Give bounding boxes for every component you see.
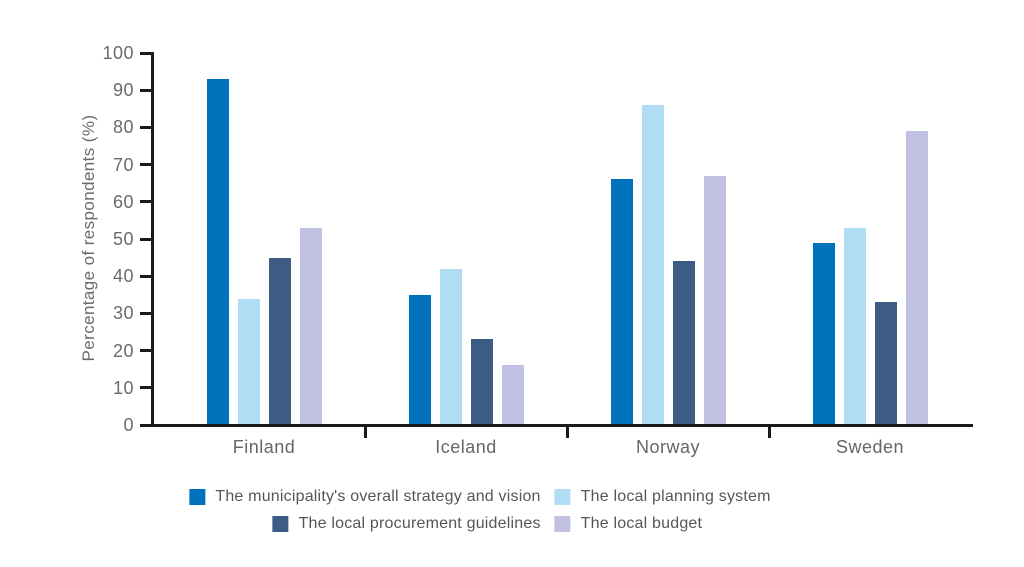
y-tick-mark — [140, 200, 152, 204]
bar — [237, 298, 260, 425]
y-tick-mark — [140, 125, 152, 129]
y-tick-label: 10 — [112, 377, 134, 398]
y-tick-mark — [140, 163, 152, 167]
legend-item: The local planning system — [554, 488, 771, 506]
y-tick-label: 40 — [112, 266, 134, 287]
y-tick-mark — [140, 386, 152, 390]
bar-group — [610, 53, 726, 425]
bar — [610, 179, 633, 425]
bar — [470, 339, 493, 425]
bar-group — [408, 53, 524, 425]
y-tick-label: 50 — [112, 229, 134, 249]
legend-swatch — [272, 516, 289, 532]
bar — [672, 261, 695, 425]
y-tick-label: 70 — [112, 154, 134, 175]
x-separator-tick — [565, 425, 569, 438]
category-label: Iceland — [435, 437, 497, 457]
y-tick-label: 100 — [102, 43, 134, 63]
x-axis-line — [150, 423, 973, 427]
x-axis-category-labels: Finland Iceland Norway Sweden — [152, 437, 972, 461]
bar — [703, 175, 726, 425]
bar — [812, 242, 835, 425]
y-tick-mark — [140, 274, 152, 278]
bar-group — [812, 53, 928, 425]
legend-swatch — [189, 489, 206, 505]
y-tick-label: 20 — [112, 340, 134, 361]
legend-label: The local budget — [580, 515, 703, 532]
bar — [299, 227, 322, 425]
y-tick-mark — [140, 423, 152, 427]
legend-swatch — [554, 516, 571, 532]
bar — [206, 79, 229, 425]
bar — [268, 257, 291, 425]
legend-item: The local budget — [554, 515, 703, 533]
category-label: Finland — [232, 437, 296, 457]
legend-item: The municipality's overall strategy and … — [189, 488, 540, 506]
y-tick-mark — [140, 237, 152, 241]
legend-label: The municipality's overall strategy and … — [215, 488, 541, 505]
bar — [843, 227, 866, 425]
y-tick-mark — [140, 51, 152, 55]
bar — [874, 302, 897, 425]
y-axis-line — [150, 51, 154, 427]
y-tick-mark — [140, 88, 152, 92]
bar-group — [206, 53, 322, 425]
y-tick-mark — [140, 349, 152, 353]
x-separator-tick — [363, 425, 367, 438]
bar — [905, 131, 928, 425]
y-tick-label: 80 — [112, 117, 134, 138]
legend-label: The local planning system — [580, 488, 771, 505]
legend: The municipality's overall strategy and … — [189, 488, 770, 533]
legend-item: The local procurement guidelines — [272, 515, 541, 533]
y-tick-label: 0 — [123, 415, 134, 435]
y-tick-mark — [140, 311, 152, 315]
bar — [439, 268, 462, 425]
bar — [501, 365, 524, 425]
x-separator-tick — [767, 425, 771, 438]
bar — [408, 294, 431, 425]
legend-swatch — [554, 489, 571, 505]
y-tick-label: 60 — [112, 191, 134, 212]
category-label: Sweden — [835, 437, 905, 457]
plot-area: 0 10 20 30 40 50 60 70 80 90 100 — [102, 43, 973, 438]
y-tick-label: 90 — [112, 80, 134, 101]
y-tick-label: 30 — [112, 303, 134, 324]
legend-label: The local procurement guidelines — [298, 515, 541, 532]
bar — [641, 105, 664, 425]
category-label: Norway — [635, 437, 700, 457]
